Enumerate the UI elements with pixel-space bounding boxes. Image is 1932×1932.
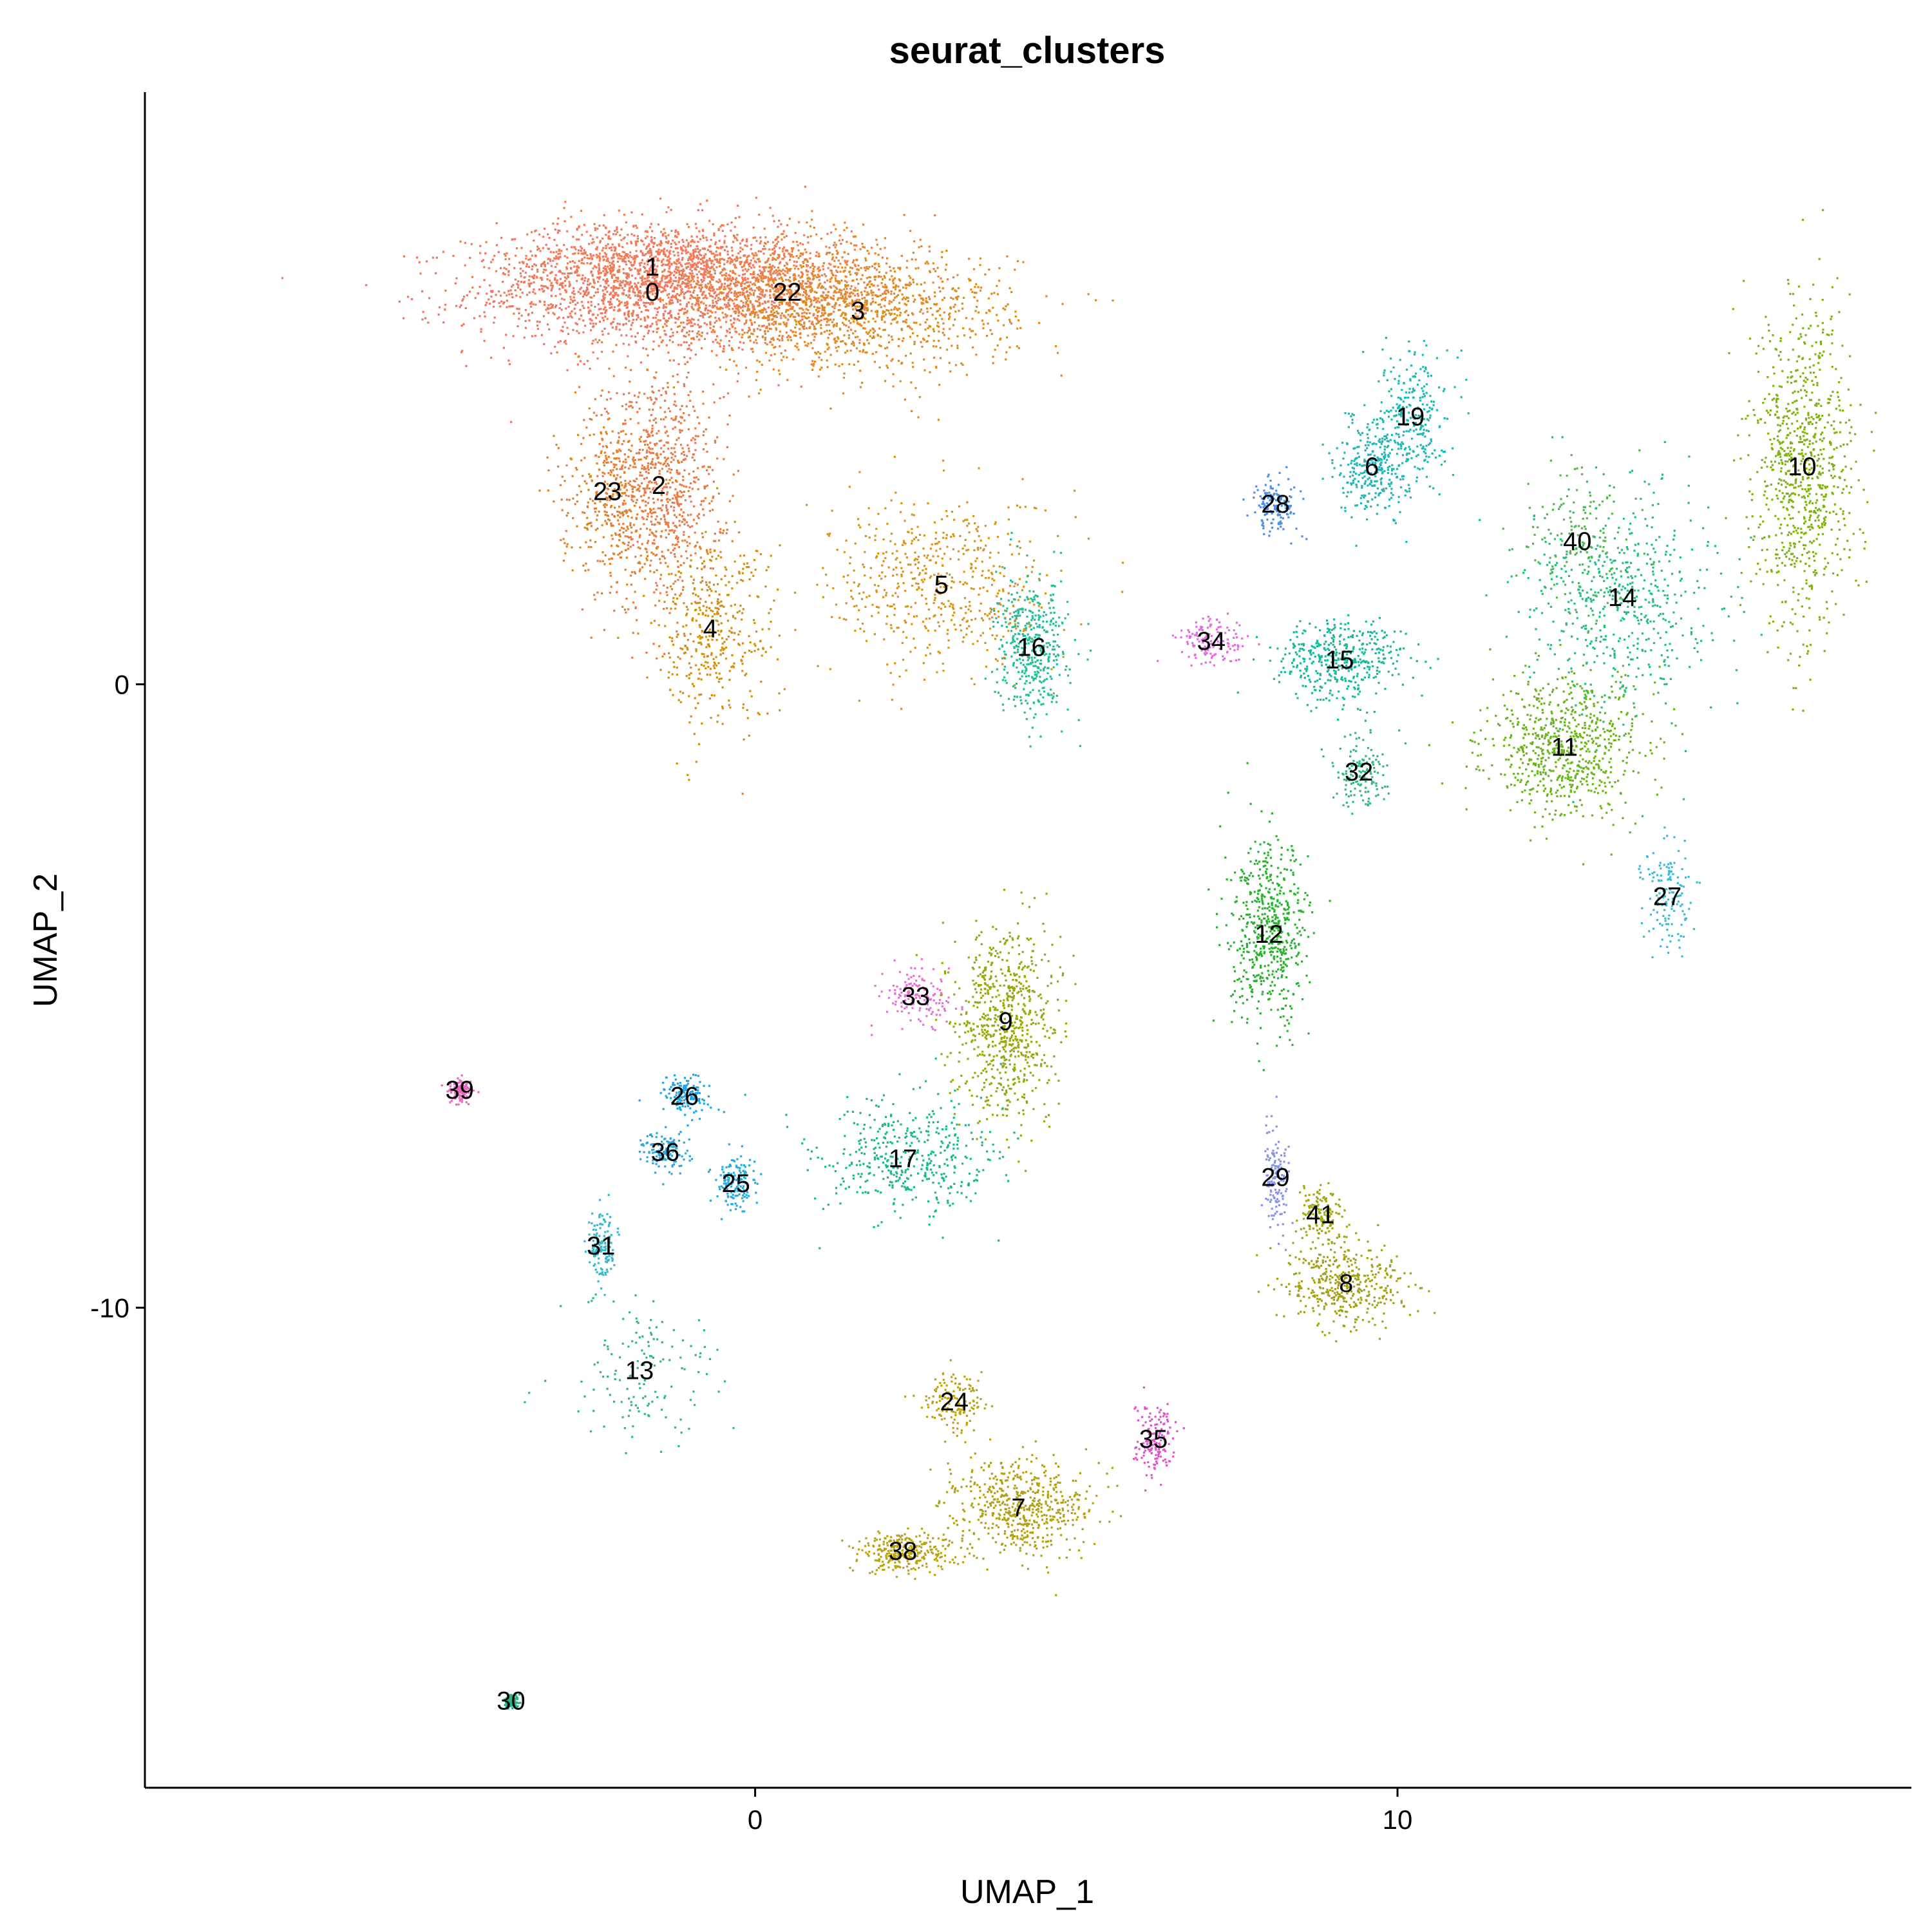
cluster-3-points	[577, 218, 1114, 421]
cluster-label-38: 38	[889, 1537, 918, 1566]
cluster-29-points	[1260, 1095, 1294, 1251]
cluster-labels: 0122322345161962834153212101440112733917…	[446, 253, 1817, 1716]
cluster-label-4: 4	[703, 615, 717, 643]
cluster-label-19: 19	[1396, 402, 1425, 431]
cluster-4-points	[617, 487, 797, 795]
cluster-label-29: 29	[1261, 1163, 1290, 1191]
cluster-24-points	[904, 1359, 994, 1443]
cluster-36-points	[638, 1126, 694, 1186]
cluster-30-points	[503, 1692, 522, 1710]
x-axis-title: UMAP_1	[960, 1873, 1094, 1911]
cluster-31-points	[583, 1193, 620, 1296]
cluster-label-27: 27	[1653, 883, 1682, 911]
cluster-12-points	[1208, 762, 1331, 1072]
cluster-13-points	[524, 1293, 735, 1455]
cluster-label-13: 13	[625, 1356, 654, 1385]
cluster-0-points	[281, 185, 949, 423]
cluster-label-40: 40	[1563, 527, 1592, 556]
cluster-5-points	[773, 416, 1124, 710]
cluster-label-31: 31	[587, 1232, 616, 1260]
x-axis-ticks: 0 10	[748, 1788, 1412, 1835]
cluster-label-25: 25	[721, 1170, 750, 1198]
cluster-label-32: 32	[1345, 758, 1374, 786]
cluster-label-3: 3	[851, 297, 865, 325]
cluster-35-points	[1133, 1386, 1185, 1492]
cluster-25-points	[708, 1143, 762, 1220]
cluster-label-34: 34	[1197, 627, 1226, 656]
cluster-label-15: 15	[1325, 646, 1354, 674]
cluster-label-1: 1	[645, 253, 659, 281]
cluster-label-23: 23	[593, 478, 622, 506]
y-tick-label: 0	[115, 670, 129, 700]
scatter-points	[281, 185, 1877, 1710]
cluster-label-33: 33	[902, 983, 931, 1011]
cluster-34-points	[1157, 612, 1260, 667]
cluster-label-12: 12	[1255, 920, 1283, 949]
cluster-label-2: 2	[652, 471, 666, 500]
cluster-11-points	[1428, 643, 1684, 866]
cluster-label-24: 24	[940, 1388, 969, 1416]
cluster-label-9: 9	[998, 1007, 1012, 1036]
cluster-label-35: 35	[1139, 1425, 1168, 1454]
cluster-38-points	[841, 1527, 971, 1580]
cluster-label-8: 8	[1339, 1269, 1353, 1298]
cluster-label-39: 39	[446, 1076, 475, 1104]
cluster-14-points	[1479, 436, 1763, 817]
cluster-label-22: 22	[773, 278, 802, 307]
cluster-8-points	[1256, 1224, 1436, 1343]
cluster-label-30: 30	[497, 1687, 526, 1716]
cluster-27-points	[1638, 826, 1701, 958]
y-axis-ticks: 0 -10	[90, 670, 145, 1323]
cluster-26-points	[638, 1074, 725, 1133]
cluster-39-points	[440, 1074, 480, 1106]
cluster-label-6: 6	[1365, 453, 1379, 481]
cluster-16-points	[984, 531, 1092, 748]
cluster-40-points	[1502, 449, 1654, 667]
cluster-label-14: 14	[1608, 583, 1637, 612]
cluster-15-points	[1236, 614, 1439, 722]
cluster-22-points	[591, 210, 983, 388]
cluster-10-points	[1725, 209, 1877, 712]
cluster-6-points	[1321, 390, 1419, 547]
cluster-label-26: 26	[670, 1083, 699, 1111]
cluster-label-28: 28	[1261, 490, 1290, 518]
cluster-label-41: 41	[1306, 1200, 1335, 1229]
cluster-9-points	[915, 889, 1077, 1172]
x-tick-label: 10	[1383, 1804, 1413, 1835]
cluster-7-points	[923, 1429, 1122, 1596]
cluster-label-36: 36	[651, 1139, 680, 1167]
cluster-28-points	[1242, 466, 1308, 545]
y-tick-label: -10	[90, 1293, 129, 1323]
cluster-label-0: 0	[645, 278, 659, 307]
cluster-label-5: 5	[934, 571, 949, 600]
chart-title: seurat_clusters	[889, 30, 1166, 71]
cluster-32-points	[1320, 729, 1407, 815]
cluster-label-11: 11	[1551, 733, 1578, 761]
cluster-label-7: 7	[1011, 1493, 1025, 1522]
x-tick-label: 0	[748, 1804, 762, 1835]
cluster-label-16: 16	[1017, 634, 1046, 662]
y-axis-title: UMAP_2	[27, 873, 64, 1007]
cluster-33-points	[870, 958, 963, 1036]
cluster-label-17: 17	[889, 1144, 918, 1173]
cluster-41-points	[1296, 1182, 1350, 1245]
cluster-23-points	[538, 391, 683, 639]
cluster-17-points	[744, 1057, 1019, 1249]
cluster-label-10: 10	[1788, 453, 1817, 481]
